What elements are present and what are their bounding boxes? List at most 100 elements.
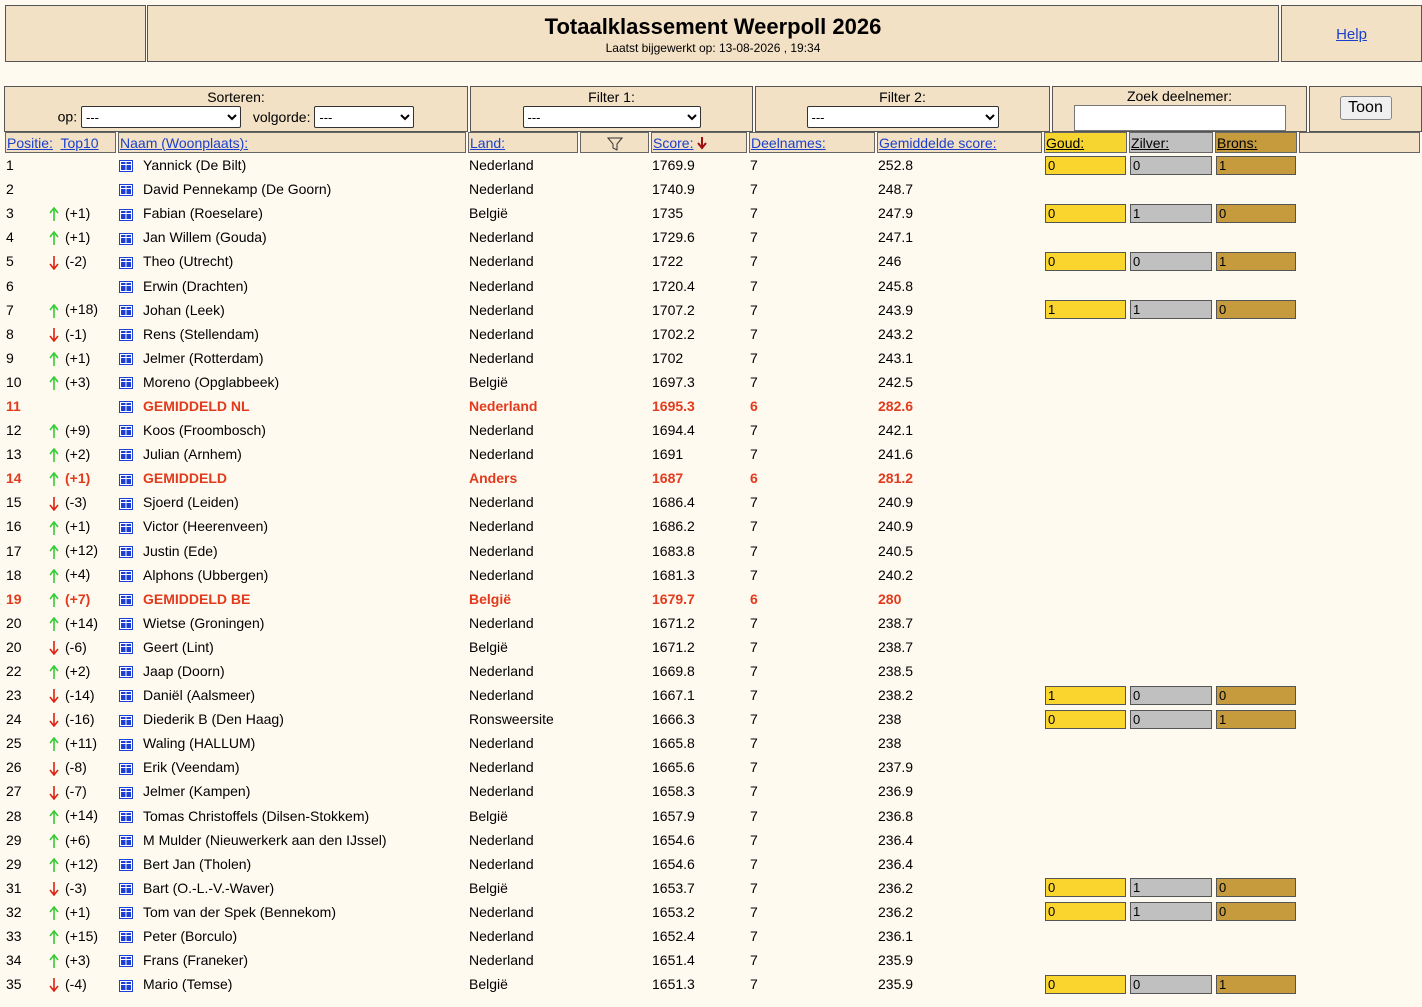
arrow [49,544,59,559]
score: 1666.3 [652,711,695,728]
filter1-select[interactable]: --- [522,106,701,128]
sort-link[interactable]: Zilver: [1131,134,1170,151]
filter2-select[interactable]: --- [806,106,999,128]
medal-cell: 0 [1044,201,1127,225]
sort-by-label: op: [57,108,78,125]
icon-line [125,644,127,653]
icon-line [125,475,127,484]
score: 1651.4 [652,952,695,969]
sort-link[interactable]: Land: [470,134,506,151]
change-cell: (+1) [46,466,116,490]
medal-cell [1044,731,1127,755]
sort-by-select[interactable]: --- [80,106,241,128]
profile-icon [119,353,134,366]
country: Nederland [469,566,534,583]
position: 31 [6,879,22,896]
change: (+15) [65,927,99,944]
icon-line [125,885,127,894]
icon-line [121,525,132,527]
row: 34 (+3) Frans (Franeker) Nederland 1651.4 7 23… [5,948,1420,972]
icon-line [121,236,132,238]
position: 32 [6,903,22,920]
entries: 7 [750,879,758,896]
top10-link[interactable]: Top10 [60,134,99,151]
change-arrow [49,882,59,896]
empty-cell [1299,225,1420,249]
country: Nederland [469,518,534,535]
sort-link[interactable]: Deelnames: [751,134,826,151]
change-cell: (-3) [46,490,116,514]
medal-cell [1215,322,1297,346]
toon-button[interactable]: Toon [1339,96,1392,120]
icon-line [125,331,127,339]
icon-line [121,260,132,262]
change-arrow [49,809,59,824]
medal-cell: 0 [1044,707,1127,731]
updated: Laatst bijgewerkt op: 13-08-2026 , 19:34 [605,41,821,55]
order-select[interactable]: --- [314,106,415,128]
medal-cell [1129,442,1213,466]
entries: 7 [750,181,758,198]
position: 11 [6,397,21,414]
medal-count: 1 [1216,251,1297,271]
medal-cell: 0 [1129,249,1213,273]
country: Nederland [469,542,534,559]
change: (+2) [65,662,91,679]
medal-cell [1215,731,1297,755]
profile-icon [119,955,134,968]
icon-line [125,379,127,388]
country: Nederland [469,229,534,246]
average: 242.5 [878,373,914,390]
name: Geert (Lint) [143,638,214,655]
search-input[interactable] [1073,105,1286,131]
row: 33 (+15) Peter (Borculo) Nederland 1652.4 7 23… [5,924,1420,948]
sort-link[interactable]: Positie: [7,134,53,151]
row: 20 (+14) Wietse (Groningen) Nederland 1671.2… [5,611,1420,635]
row: 19 (+7) GEMIDDELD BE België 1679.7 6 280 [5,587,1420,611]
sort-link[interactable]: Score: [653,134,694,151]
name-cell: Sjoerd (Leiden) [118,490,466,514]
entries: 7 [750,735,758,752]
arrow [49,207,59,222]
change-arrow [49,785,59,800]
medal-cell [1129,948,1213,972]
empty-cell [1299,852,1420,876]
filter-header[interactable] [580,132,650,153]
country: Nederland [469,157,534,174]
sort-link[interactable]: Goud: [1046,134,1085,151]
icon-line [125,162,127,171]
score: 1658.3 [652,783,695,800]
icon-line [121,742,132,744]
country: Nederland [469,446,534,463]
medal-cell [1129,177,1213,201]
arrow [49,761,59,776]
medal-cell: 0 [1129,153,1213,177]
icon-line [121,212,132,214]
sort-link[interactable]: Naam (Woonplaats): [120,134,249,151]
icon-line [121,838,132,840]
row: 11 GEMIDDELD NL Nederland 1695.3 6 282.6 [5,394,1420,418]
change-arrow [49,376,59,391]
entries: 7 [750,663,758,680]
score: 1652.4 [652,928,695,945]
empty-cell [1299,924,1420,948]
icon-line [121,188,132,190]
change-arrow [49,255,59,270]
change-arrow [49,472,59,487]
icon-line [125,981,127,990]
change-arrow [49,737,59,752]
change: (+1) [65,470,91,487]
help-link[interactable]: Help [1336,26,1367,43]
profile-icon [119,594,134,607]
sort-link[interactable]: Brons: [1217,134,1258,151]
score: 1657.9 [652,807,695,824]
name-cell: Tomas Christoffels (Dilsen-Stokkem) [118,804,466,828]
arrow [49,327,59,342]
row: 31 (-3) Bart (O.-L.-V.-Waver) België 1653.7 7… [5,876,1420,900]
change: (+1) [65,349,91,366]
score-header: Score: [651,132,748,153]
country: Nederland [469,855,534,872]
sort-link[interactable]: Gemiddelde score: [879,134,997,151]
icon-line [121,622,132,624]
position: 24 [6,711,22,728]
